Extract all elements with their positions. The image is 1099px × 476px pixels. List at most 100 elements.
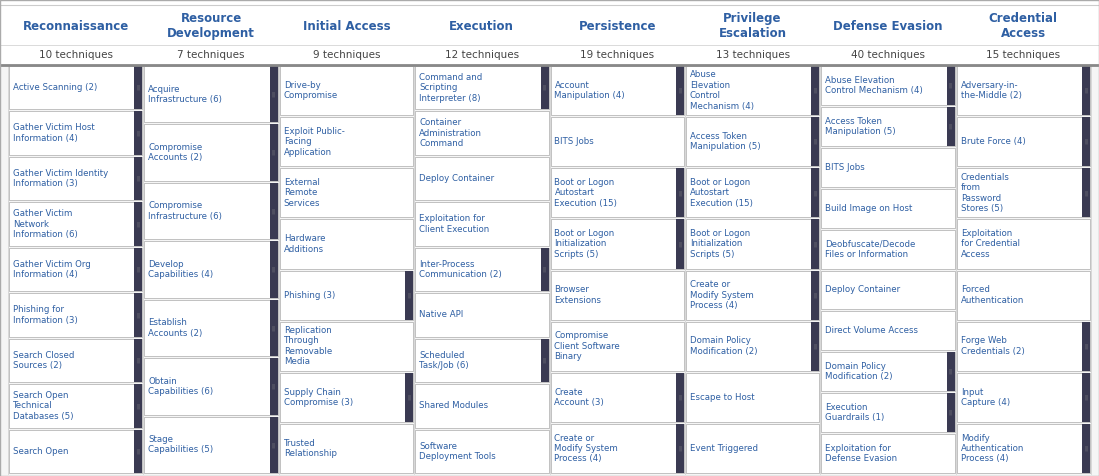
Text: Gather Victim Identity
Information (3): Gather Victim Identity Information (3) <box>13 169 108 188</box>
Bar <box>676 66 684 115</box>
Text: ||: || <box>543 357 546 363</box>
Text: Initial Access: Initial Access <box>302 20 390 32</box>
Text: Exploitation for
Client Execution: Exploitation for Client Execution <box>419 214 489 234</box>
Bar <box>134 111 143 155</box>
Text: ||: || <box>407 292 411 298</box>
Text: 19 techniques: 19 techniques <box>580 50 654 60</box>
Text: ||: || <box>136 176 141 181</box>
Text: Search Open: Search Open <box>13 447 68 456</box>
Bar <box>144 416 278 473</box>
Bar <box>821 352 955 391</box>
Text: ||: || <box>271 267 276 272</box>
Bar <box>1083 168 1090 218</box>
Text: ||: || <box>948 369 953 375</box>
Text: Search Closed
Sources (2): Search Closed Sources (2) <box>13 351 75 370</box>
Bar <box>956 270 1090 319</box>
Bar <box>676 424 684 473</box>
Bar <box>811 66 819 115</box>
Bar <box>406 373 413 422</box>
Bar <box>134 157 143 200</box>
Text: Boot or Logon
Autostart
Execution (15): Boot or Logon Autostart Execution (15) <box>555 178 618 208</box>
Text: Create
Account (3): Create Account (3) <box>555 387 604 407</box>
Bar <box>551 66 684 115</box>
Bar <box>9 248 143 291</box>
Text: ||: || <box>678 446 681 451</box>
Bar <box>821 270 955 309</box>
Text: Phishing (3): Phishing (3) <box>284 290 335 299</box>
Bar <box>280 373 413 422</box>
Bar <box>686 117 819 166</box>
Text: Compromise
Accounts (2): Compromise Accounts (2) <box>148 143 202 162</box>
Text: ||: || <box>813 190 818 196</box>
Bar <box>415 338 548 382</box>
Text: Forced
Authentication: Forced Authentication <box>961 286 1024 305</box>
Text: Build Image on Host: Build Image on Host <box>825 204 912 213</box>
Bar <box>280 322 413 371</box>
Bar <box>9 384 143 427</box>
Text: Deploy Container: Deploy Container <box>825 286 900 295</box>
Text: ||: || <box>136 448 141 454</box>
Bar <box>269 416 278 473</box>
Text: Gather Victim Host
Information (4): Gather Victim Host Information (4) <box>13 123 95 143</box>
Text: ||: || <box>271 208 276 214</box>
Text: Credential
Access: Credential Access <box>989 12 1058 40</box>
Bar <box>415 384 548 427</box>
Bar <box>1083 424 1090 473</box>
Bar <box>686 66 819 115</box>
Bar <box>415 111 548 155</box>
Text: Trusted
Relationship: Trusted Relationship <box>284 439 336 458</box>
Bar <box>821 188 955 228</box>
Bar <box>134 66 143 109</box>
Text: Modify
Authentication
Process (4): Modify Authentication Process (4) <box>961 434 1024 463</box>
Text: ||: || <box>813 292 818 298</box>
Text: ||: || <box>543 85 546 90</box>
Bar <box>269 183 278 239</box>
Text: ||: || <box>948 83 953 88</box>
Bar <box>0 0 1099 65</box>
Bar <box>821 107 955 146</box>
Text: Abuse Elevation
Control Mechanism (4): Abuse Elevation Control Mechanism (4) <box>825 76 923 95</box>
Text: ||: || <box>136 357 141 363</box>
Bar <box>956 219 1090 268</box>
Text: Compromise
Infrastructure (6): Compromise Infrastructure (6) <box>148 201 222 221</box>
Text: Forge Web
Credentials (2): Forge Web Credentials (2) <box>961 337 1024 356</box>
Text: Native API: Native API <box>419 310 464 319</box>
Text: ||: || <box>136 267 141 272</box>
Text: Boot or Logon
Initialization
Scripts (5): Boot or Logon Initialization Scripts (5) <box>690 229 751 259</box>
Bar <box>956 117 1090 166</box>
Bar <box>686 270 819 319</box>
Text: Container
Administration
Command: Container Administration Command <box>419 118 482 148</box>
Bar <box>811 270 819 319</box>
Bar <box>551 270 684 319</box>
Text: ||: || <box>271 91 276 97</box>
Bar <box>269 66 278 122</box>
Text: Create or
Modify System
Process (4): Create or Modify System Process (4) <box>690 280 754 310</box>
Text: ||: || <box>813 139 818 144</box>
Bar <box>134 384 143 427</box>
Text: ||: || <box>271 150 276 155</box>
Text: Input
Capture (4): Input Capture (4) <box>961 387 1010 407</box>
Text: Search Open
Technical
Databases (5): Search Open Technical Databases (5) <box>13 391 74 421</box>
Text: Credentials
from
Password
Stores (5): Credentials from Password Stores (5) <box>961 173 1010 213</box>
Text: ||: || <box>813 344 818 349</box>
Text: ||: || <box>271 384 276 389</box>
Bar <box>1083 322 1090 371</box>
Text: Privilege
Escalation: Privilege Escalation <box>719 12 787 40</box>
Bar <box>415 202 548 246</box>
Bar <box>144 300 278 356</box>
Bar <box>9 293 143 337</box>
Bar <box>946 66 955 105</box>
Bar <box>946 352 955 391</box>
Text: ||: || <box>678 88 681 93</box>
Text: Shared Modules: Shared Modules <box>419 401 488 410</box>
Text: Phishing for
Information (3): Phishing for Information (3) <box>13 305 78 325</box>
Bar <box>821 393 955 432</box>
Text: Direct Volume Access: Direct Volume Access <box>825 327 919 336</box>
Text: Hardware
Additions: Hardware Additions <box>284 234 325 254</box>
Text: Deploy Container: Deploy Container <box>419 174 495 183</box>
Bar <box>280 117 413 166</box>
Text: 9 techniques: 9 techniques <box>313 50 380 60</box>
Bar <box>280 219 413 268</box>
Text: Gather Victim Org
Information (4): Gather Victim Org Information (4) <box>13 260 91 279</box>
Text: Deobfuscate/Decode
Files or Information: Deobfuscate/Decode Files or Information <box>825 239 915 259</box>
